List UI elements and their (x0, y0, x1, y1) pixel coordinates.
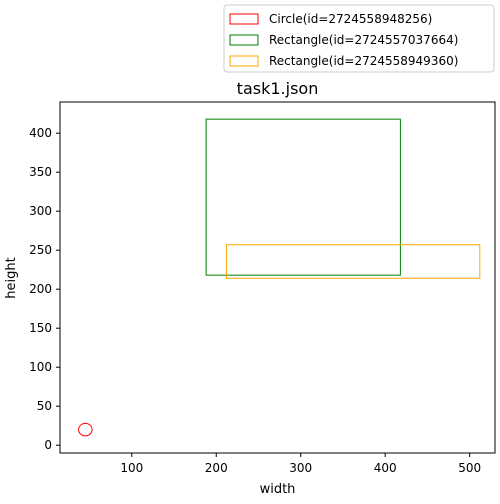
plot-frame (59, 101, 496, 454)
legend-swatch-1 (229, 34, 259, 46)
x-tick-label: 100 (120, 461, 143, 475)
y-tick-label: 100 (29, 360, 52, 374)
chart-title: task1.json (237, 79, 319, 98)
y-tick-label: 300 (29, 204, 52, 218)
y-axis-label: height (4, 257, 19, 298)
legend-label-0: Circle(id=2724558948256) (269, 12, 432, 26)
legend-label-2: Rectangle(id=2724558949360) (269, 54, 458, 68)
rectangle-shape-2 (225, 244, 481, 279)
legend: Circle(id=2724558948256) Rectangle(id=272… (223, 4, 495, 73)
legend-box (223, 4, 495, 73)
legend-swatch-2 (229, 55, 259, 67)
y-tick-label: 350 (29, 165, 52, 179)
legend-label-1: Rectangle(id=2724557037664) (269, 33, 458, 47)
x-tick-label: 300 (289, 461, 312, 475)
x-tick-label: 500 (458, 461, 481, 475)
x-tick-label: 400 (374, 461, 397, 475)
y-tick-label: 150 (29, 321, 52, 335)
x-tick-label: 200 (205, 461, 228, 475)
y-tick-label: 400 (29, 126, 52, 140)
legend-swatch-0 (229, 13, 259, 25)
y-tick-label: 250 (29, 243, 52, 257)
x-axis-label: width (260, 482, 296, 497)
y-tick-label: 0 (44, 438, 52, 452)
rectangle-shape-1 (205, 118, 401, 276)
y-tick-label: 50 (37, 399, 52, 413)
y-tick-label: 200 (29, 282, 52, 296)
circle-shape (78, 422, 93, 437)
